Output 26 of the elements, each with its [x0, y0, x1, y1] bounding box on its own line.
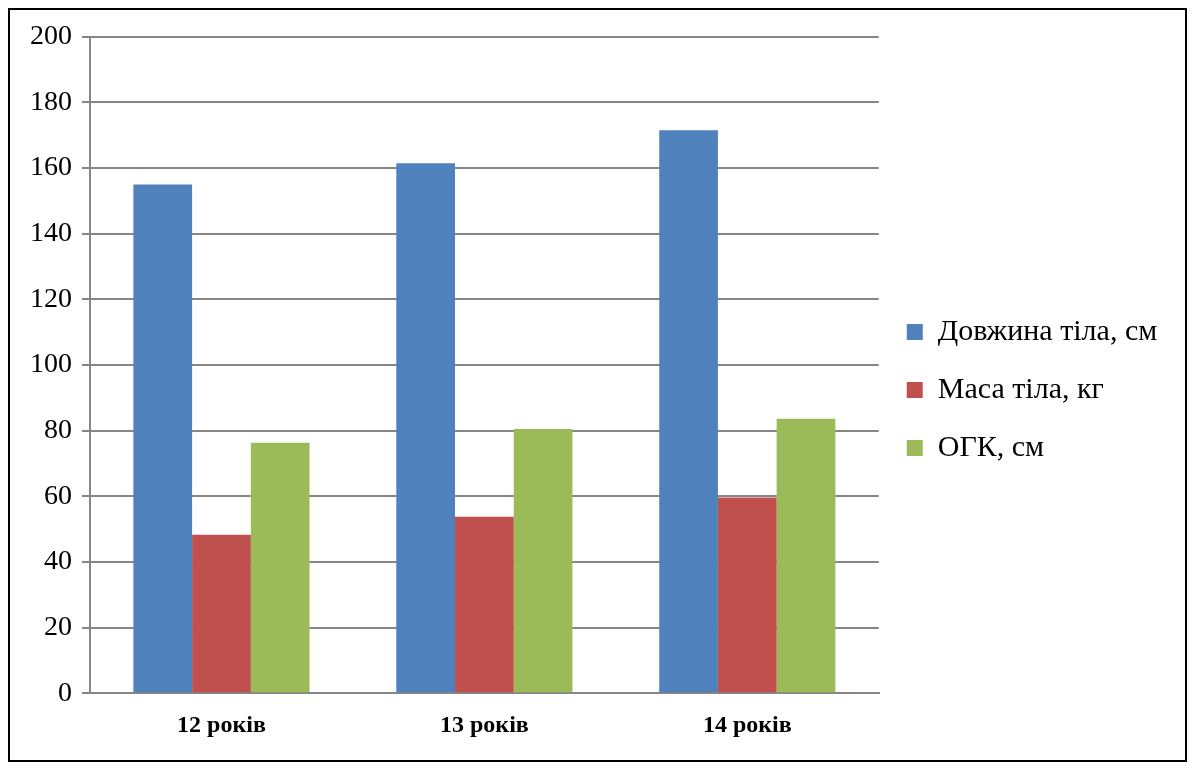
y-tick-label: 80 — [44, 413, 72, 444]
bar — [659, 130, 718, 693]
bar — [133, 184, 193, 693]
x-tick-label: 12 років — [177, 710, 266, 737]
legend-label: ОГК, см — [937, 428, 1045, 462]
y-tick-label: 120 — [30, 281, 72, 313]
y-tick-label: 200 — [30, 19, 72, 51]
y-tick-label: 100 — [30, 347, 72, 379]
bar — [192, 534, 251, 693]
y-tick-label: 40 — [44, 544, 72, 576]
y-tick-label: 160 — [30, 150, 72, 182]
bar — [717, 497, 777, 693]
bar — [776, 418, 836, 693]
bar — [396, 163, 456, 693]
y-tick-label: 180 — [30, 84, 72, 116]
bar — [250, 442, 310, 693]
legend-label: Довжина тіла, см — [937, 312, 1158, 346]
y-tick-label: 20 — [44, 609, 72, 641]
bar — [455, 516, 514, 693]
x-tick-label: 14 років — [702, 710, 792, 737]
y-tick-label: 140 — [30, 216, 72, 248]
y-tick-label: 60 — [44, 478, 72, 510]
x-tick-label: 13 років — [439, 710, 529, 737]
bar — [513, 429, 573, 693]
y-tick-label: 0 — [58, 675, 72, 707]
legend-label: Маса тіла, кг — [937, 370, 1104, 404]
